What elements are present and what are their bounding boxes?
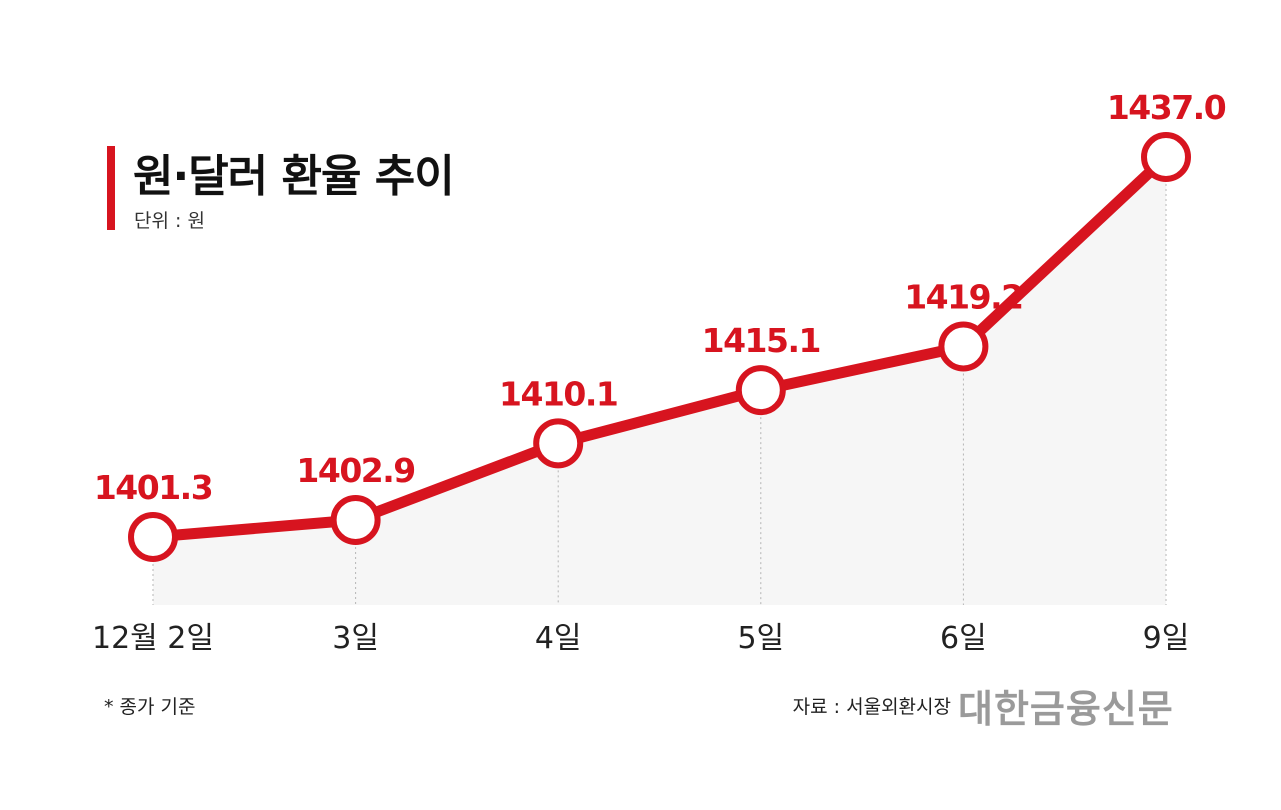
unit-label: 단위 : 원 (134, 210, 205, 232)
x-tick-label: 12월 2일 (92, 621, 214, 656)
data-point (128, 512, 178, 562)
data-point (330, 494, 381, 545)
data-label: 1437.0 (1107, 88, 1226, 127)
x-tick-label: 5일 (737, 621, 784, 656)
data-label: 1410.1 (499, 374, 617, 413)
chart-title: 원·달러 환율 추이 (133, 151, 455, 202)
series-line (152, 152, 1170, 543)
data-label: 1402.9 (296, 451, 414, 490)
data-point (735, 365, 786, 416)
x-tick-label: 4일 (535, 621, 582, 656)
data-point (1141, 132, 1191, 182)
x-tick-label: 3일 (332, 621, 379, 656)
footnote: * 종가 기준 (104, 696, 196, 718)
x-tick-label: 6일 (940, 621, 987, 656)
title-accent-bar (107, 146, 115, 230)
brand-logo: 대한금융신문 (958, 687, 1174, 731)
data-label: 1415.1 (702, 321, 820, 360)
data-point (938, 321, 989, 372)
area-fill (153, 157, 1166, 605)
source-note: 자료 : 서울외환시장 (792, 696, 951, 718)
data-label: 1419.2 (904, 277, 1022, 316)
data-label: 1401.3 (94, 468, 212, 507)
data-point (533, 418, 584, 469)
x-tick-label: 9일 (1143, 621, 1190, 656)
